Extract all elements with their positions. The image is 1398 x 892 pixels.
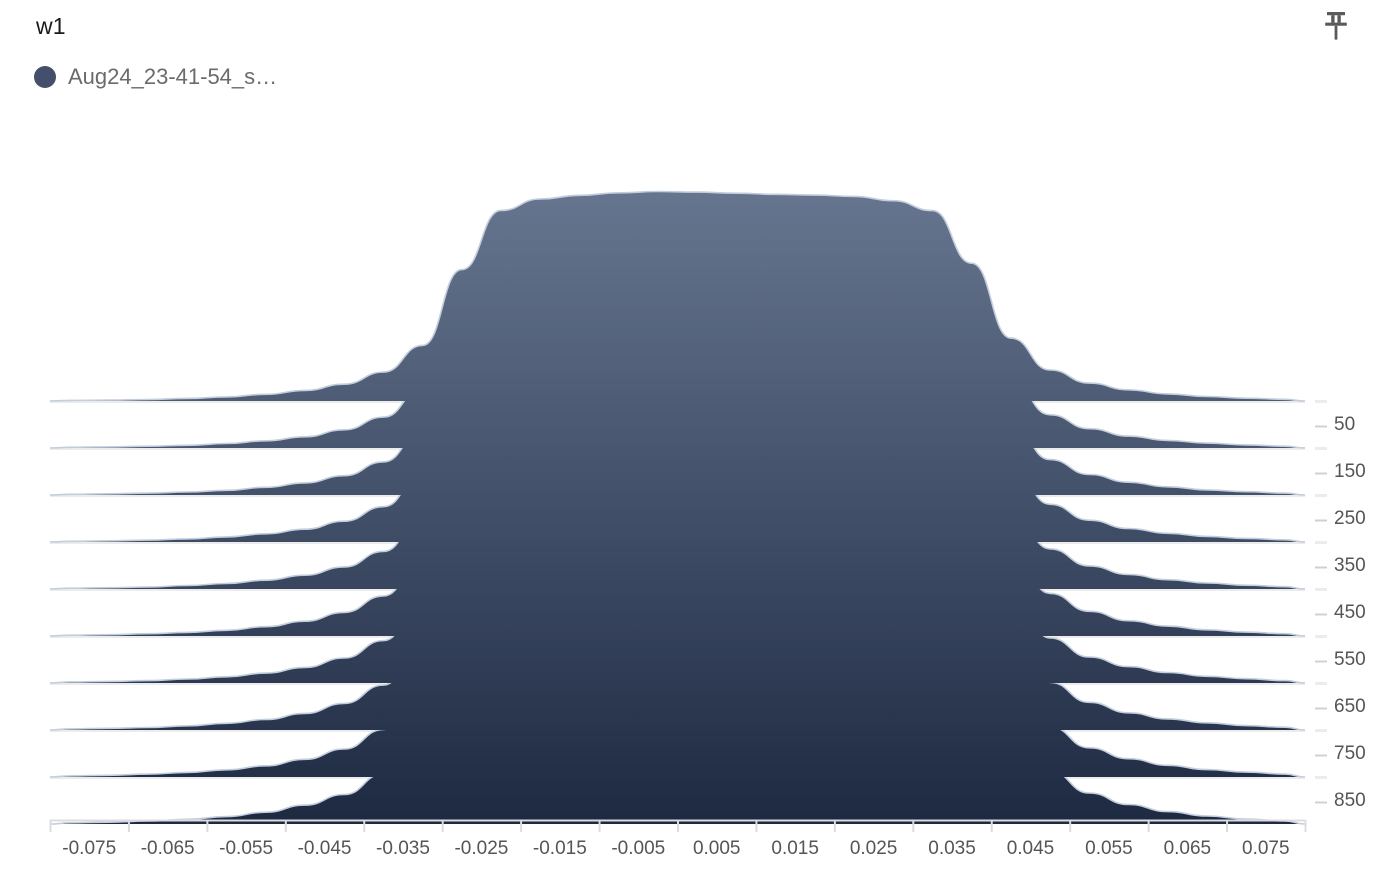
chart-legend[interactable]: Aug24_23-41-54_s… — [34, 64, 277, 90]
page-title: w1 — [36, 13, 66, 39]
x-tick-label: -0.025 — [454, 838, 509, 859]
y-tick-label: 850 — [1334, 790, 1366, 811]
y-tick-label: 50 — [1334, 414, 1356, 435]
x-tick-label: -0.045 — [297, 838, 352, 859]
x-tick-label: 0.075 — [1242, 838, 1290, 859]
x-tick-label: 0.025 — [849, 838, 898, 859]
ridge-series — [49, 190, 1306, 825]
y-tick-label: 550 — [1334, 649, 1366, 670]
legend-color-swatch — [34, 66, 56, 88]
x-tick-label: -0.035 — [376, 838, 430, 859]
ridgeline-plot[interactable]: -0.075 -0.065 -0.055 -0.045 -0.035 -0.025 -0.0… — [0, 104, 1398, 892]
legend-item-label: Aug24_23-41-54_s… — [68, 64, 278, 89]
x-axis — [49, 819, 1307, 832]
y-tick-label: 250 — [1334, 508, 1366, 529]
ridge-outline — [49, 190, 1306, 402]
y-tick-label: 650 — [1334, 696, 1366, 717]
ridge-area[interactable] — [50, 191, 1305, 402]
x-tick-label: -0.005 — [611, 838, 666, 859]
x-tick-label: 0.035 — [928, 838, 976, 859]
x-tick-label: -0.065 — [140, 838, 195, 859]
y-tick-label: 750 — [1334, 743, 1366, 764]
x-tick-label: 0.005 — [692, 838, 741, 859]
y-tick-label: 350 — [1334, 555, 1366, 576]
x-tick-label: -0.055 — [219, 838, 274, 859]
y-axis — [1315, 400, 1327, 804]
ridgeline-svg — [49, 190, 1327, 832]
x-tick-label: 0.055 — [1085, 838, 1133, 859]
y-tick-label: 150 — [1334, 461, 1366, 482]
x-tick-label: 0.065 — [1163, 838, 1212, 859]
x-tick-label: -0.075 — [62, 838, 117, 859]
x-tick-label: 0.015 — [771, 838, 819, 859]
x-tick-label: 0.045 — [1006, 838, 1055, 859]
y-tick-label: 450 — [1334, 602, 1366, 623]
x-tick-label: -0.015 — [532, 838, 587, 859]
pushpin-icon[interactable] — [1316, 6, 1356, 46]
